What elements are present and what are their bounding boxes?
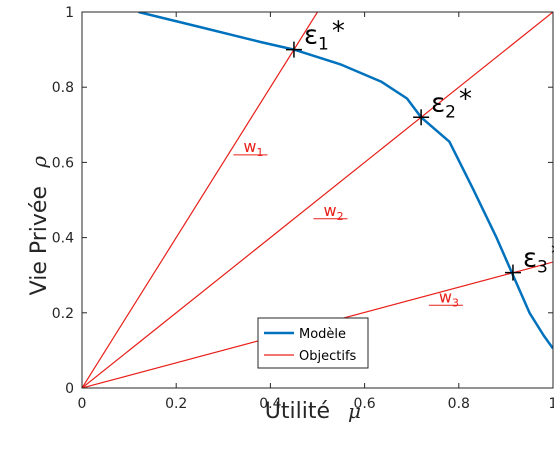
y-tick-label: 0.4 xyxy=(52,231,74,247)
model-curve xyxy=(138,12,553,350)
y-tick-label: 0.8 xyxy=(52,80,74,96)
y-axis-symbol: ρ xyxy=(27,156,51,169)
x-axis-label: Utilité xyxy=(265,399,330,424)
optimal-point-label: ε3* xyxy=(523,240,554,278)
ticks-layer: 0 0.2 0.4 0.6 0.8 1 0 0.2 0.4 0.6 0.8 1 xyxy=(52,5,554,412)
legend-label-objectives: Objectifs xyxy=(299,349,357,364)
x-tick-label: 0.8 xyxy=(448,396,470,412)
optimal-point-eps2 xyxy=(413,109,430,126)
y-tick-label: 0 xyxy=(65,381,74,397)
x-tick-label: 0.2 xyxy=(165,396,187,412)
legend-box xyxy=(257,317,369,369)
axes-box xyxy=(81,11,554,389)
marks-layer: w1 w2 w3 ε1* ε2* ε3* xyxy=(233,17,554,309)
optimal-point-eps3 xyxy=(504,264,521,281)
optimal-point-label: ε1 * xyxy=(304,17,345,55)
y-tick-label: 1 xyxy=(65,5,74,21)
objective-line-w2 xyxy=(82,12,553,388)
legend: Modèle Objectifs xyxy=(257,317,369,369)
optimal-point-eps1 xyxy=(285,41,302,58)
optimal-point-label: ε2 * xyxy=(431,84,472,122)
x-tick-label: 0.6 xyxy=(353,396,375,412)
legend-label-model: Modèle xyxy=(299,327,346,342)
x-tick-label: 0.4 xyxy=(259,396,281,412)
x-tick-label: 1 xyxy=(549,396,554,412)
objective-label-w1: w1 xyxy=(243,137,263,159)
y-tick-label: 0.2 xyxy=(52,306,74,322)
objective-line-w1 xyxy=(82,12,319,388)
y-axis-label-group: Vie Privée ρ xyxy=(27,156,52,296)
x-axis-symbol: μ xyxy=(348,399,361,423)
y-axis-label: Vie Privée xyxy=(27,186,52,295)
objective-label-w2: w2 xyxy=(324,201,344,223)
objective-label-w3: w3 xyxy=(439,287,459,309)
y-tick-label: 0.6 xyxy=(52,155,74,171)
x-tick-label: 0 xyxy=(78,396,87,412)
